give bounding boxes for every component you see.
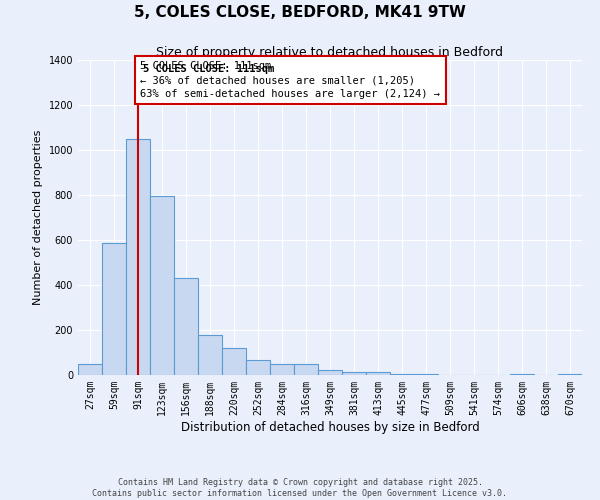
Bar (78, 364, 102, 375)
Text: 5 COLES CLOSE: 111sqm: 5 COLES CLOSE: 111sqm (143, 64, 275, 74)
X-axis label: Distribution of detached houses by size in Bedford: Distribution of detached houses by size … (181, 420, 479, 434)
Bar (126, 140, 150, 375)
Bar (246, 360, 270, 375)
Bar (510, 374, 534, 375)
Text: Contains HM Land Registry data © Crown copyright and database right 2025.
Contai: Contains HM Land Registry data © Crown c… (92, 478, 508, 498)
Bar (558, 374, 582, 375)
Text: 5 COLES CLOSE: 111sqm
← 36% of detached houses are smaller (1,205)
63% of semi-d: 5 COLES CLOSE: 111sqm ← 36% of detached … (140, 61, 440, 99)
Bar (342, 372, 366, 375)
Title: Size of property relative to detached houses in Bedford: Size of property relative to detached ho… (157, 46, 503, 59)
Bar (318, 370, 342, 375)
Bar (366, 372, 390, 375)
Bar (270, 364, 294, 375)
Bar (174, 278, 198, 375)
Y-axis label: Number of detached properties: Number of detached properties (33, 130, 43, 305)
Bar (222, 348, 246, 375)
Bar (198, 335, 222, 375)
Bar (150, 196, 174, 375)
Text: 5, COLES CLOSE, BEDFORD, MK41 9TW: 5, COLES CLOSE, BEDFORD, MK41 9TW (134, 5, 466, 20)
Bar (294, 364, 318, 375)
Bar (102, 244, 126, 375)
Bar (414, 374, 438, 375)
Bar (390, 374, 414, 375)
